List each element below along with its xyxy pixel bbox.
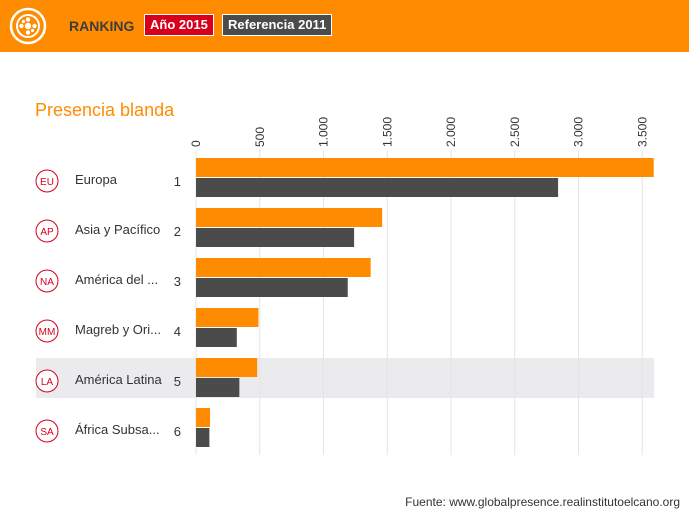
x-tick-label: 0 — [189, 140, 203, 147]
region-name[interactable]: África Subsa... — [75, 422, 160, 437]
region-badge-icon[interactable] — [35, 169, 59, 193]
region-badge-icon[interactable] — [35, 369, 59, 393]
bar-2011[interactable] — [196, 178, 559, 197]
bar-2015[interactable] — [196, 308, 259, 327]
x-tick-label: 500 — [253, 127, 267, 147]
region-rank: 2 — [174, 224, 181, 239]
chart-title: Presencia blanda — [35, 100, 175, 120]
region-rank: 6 — [174, 424, 181, 439]
x-tick-label: 2.500 — [508, 117, 522, 147]
x-tick-label: 3.000 — [572, 117, 586, 147]
region-code: AP — [40, 227, 54, 238]
region-rank: 5 — [174, 374, 181, 389]
region-code: SA — [40, 427, 54, 438]
bar-2015[interactable] — [196, 158, 654, 177]
bar-2015[interactable] — [196, 358, 258, 377]
bar-2015[interactable] — [196, 258, 371, 277]
x-tick-label: 1.500 — [380, 117, 394, 147]
region-badge-icon[interactable] — [35, 419, 59, 443]
region-code: EU — [40, 177, 54, 188]
region-badge-icon[interactable] — [35, 319, 59, 343]
region-name[interactable]: América del ... — [75, 272, 158, 287]
region-rank: 4 — [174, 324, 181, 339]
x-tick-label: 2.000 — [444, 117, 458, 147]
bar-2015[interactable] — [196, 208, 383, 227]
region-name[interactable]: Magreb y Ori... — [75, 322, 161, 337]
region-badge-icon[interactable] — [35, 269, 59, 293]
highlighted-row-background — [36, 358, 654, 398]
source-note: Fuente: www.globalpresence.realinstituto… — [405, 495, 680, 509]
ranking-label: RANKING — [69, 18, 135, 34]
region-name[interactable]: América Latina — [75, 372, 162, 387]
reference-2011-button[interactable]: Referencia 2011 — [222, 14, 333, 36]
header-bar: RANKING Año 2015 Referencia 2011 — [0, 0, 689, 52]
bar-2011[interactable] — [196, 328, 237, 347]
x-tick-label: 1.000 — [317, 117, 331, 147]
region-badge-icon[interactable] — [35, 219, 59, 243]
bar-2011[interactable] — [196, 428, 210, 447]
x-tick-label: 3.500 — [635, 117, 649, 147]
region-rank: 3 — [174, 274, 181, 289]
region-code: LA — [41, 377, 54, 388]
bar-2011[interactable] — [196, 228, 355, 247]
region-name[interactable]: Europa — [75, 172, 118, 187]
year-2015-button[interactable]: Año 2015 — [144, 14, 214, 36]
bar-2011[interactable] — [196, 378, 240, 397]
bar-2011[interactable] — [196, 278, 348, 297]
region-rank: 1 — [174, 174, 181, 189]
globe-dots-icon[interactable] — [9, 7, 47, 45]
region-code: MM — [39, 327, 56, 338]
region-name[interactable]: Asia y Pacífico — [75, 222, 160, 237]
bar-2015[interactable] — [196, 408, 211, 427]
bar-chart: 0 500 1.000 1.500 2.000 2.500 3.000 3.500 EU Euro… — [35, 117, 654, 455]
region-code: NA — [40, 277, 54, 288]
